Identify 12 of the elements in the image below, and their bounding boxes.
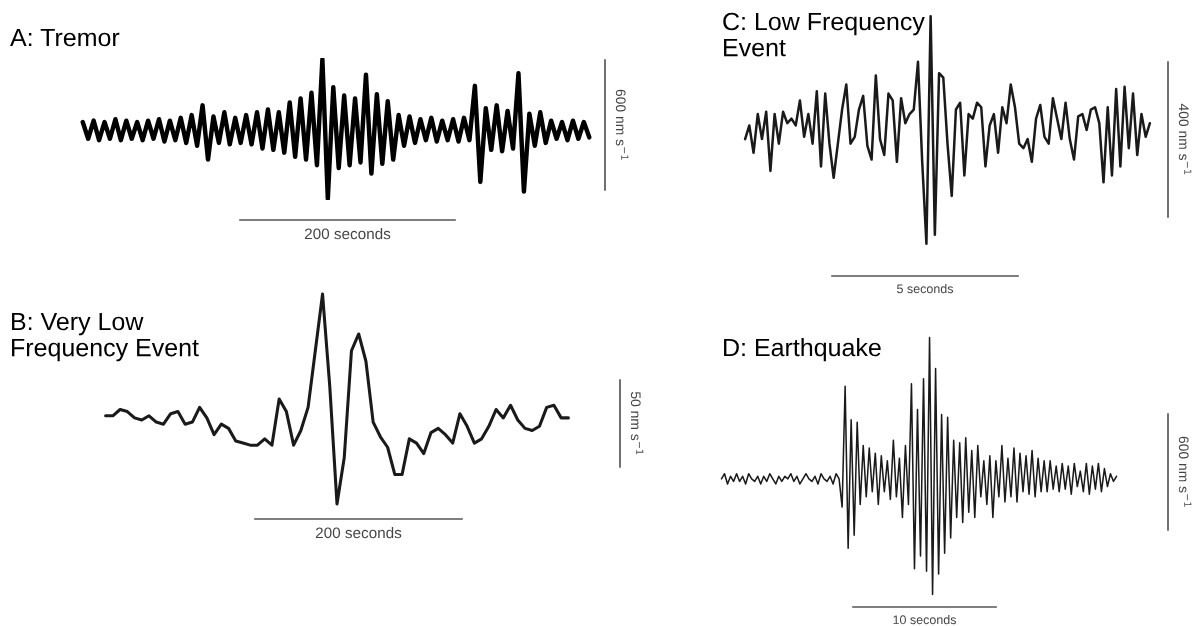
text: B: Very Low Frequency Event — [12, 312, 199, 362]
chart-title: C: Low Frequency Event — [723, 12, 925, 57]
chart-title: A: Tremor — [10, 28, 120, 47]
chart-title: D: Earthquake — [724, 338, 881, 362]
text: 50 nm s$^{−1}$ — [630, 391, 644, 455]
text: 600 nm s$^{−1}$ — [615, 89, 629, 160]
text: 5 seconds — [897, 284, 954, 294]
text: 400 nm s$^{−1}$ — [1178, 103, 1192, 175]
text: 600 nm s$^{−1}$ — [1178, 436, 1192, 507]
text: 200 seconds — [304, 228, 391, 240]
text: 200 seconds — [315, 527, 402, 539]
text: 10 seconds — [893, 615, 957, 625]
